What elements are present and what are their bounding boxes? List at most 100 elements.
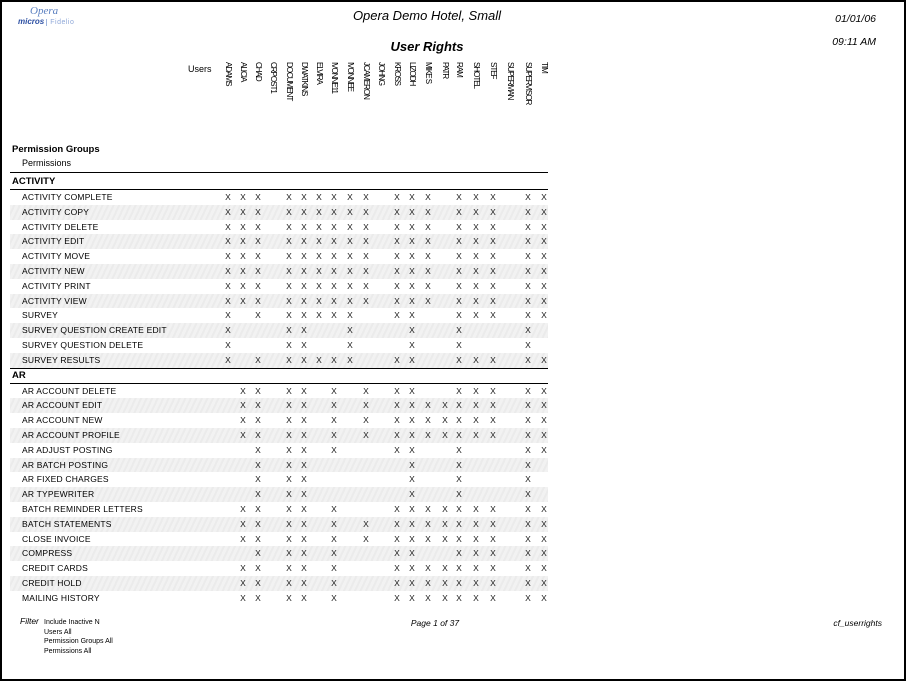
x-mark: X [442,415,448,426]
x-mark: X [456,489,462,500]
x-mark: X [490,400,496,411]
x-mark: X [286,385,292,396]
x-mark: X [442,563,448,574]
user-column-supervisor: SUPERVISOR [524,62,533,105]
x-mark: X [347,354,353,365]
x-mark: X [255,354,261,365]
x-mark: X [456,310,462,321]
x-mark: X [225,310,231,321]
x-mark: X [286,325,292,336]
x-mark: X [541,206,547,217]
x-mark: X [442,503,448,514]
x-mark: X [541,280,547,291]
x-mark: X [331,385,337,396]
permission-row-ar-adjust-posting: AR ADJUST POSTING X X X X X X X X X [10,443,548,458]
x-mark: X [525,192,531,202]
x-mark: X [473,221,479,232]
x-mark: X [240,221,246,232]
x-mark: X [301,503,307,514]
x-mark: X [316,354,322,365]
x-mark: X [301,295,307,306]
x-mark: X [456,236,462,247]
permission-label: MAILING HISTORY [22,592,100,603]
x-mark: X [240,563,246,574]
x-mark: X [331,221,337,232]
x-mark: X [541,236,547,247]
x-mark: X [255,548,261,559]
report-title: User Rights [390,39,464,54]
x-mark: X [363,518,369,529]
x-mark: X [394,280,400,291]
x-mark: X [541,265,547,276]
x-mark: X [409,459,415,470]
x-mark: X [541,592,547,603]
x-mark: X [409,474,415,485]
user-column-ivonne11: IVONNE11 [330,62,339,93]
x-mark: X [394,548,400,559]
x-mark: X [525,221,531,232]
permission-row-ar-account-edit: AR ACCOUNT EDIT X X X X X X X X X X X X X X X [10,398,548,414]
x-mark: X [347,265,353,276]
x-mark: X [409,206,415,217]
x-mark: X [490,354,496,365]
x-mark: X [255,444,261,455]
user-column-johng: JOHNG [377,62,386,85]
x-mark: X [394,221,400,232]
x-mark: X [490,429,496,440]
permission-label: ACTIVITY COMPLETE [22,192,113,202]
x-mark: X [541,563,547,574]
x-mark: X [301,221,307,232]
x-mark: X [301,518,307,529]
x-mark: X [394,236,400,247]
x-mark: X [286,236,292,247]
x-mark: X [409,192,415,202]
permission-label: SURVEY QUESTION CREATE EDIT [22,325,167,336]
x-mark: X [473,280,479,291]
x-mark: X [425,280,431,291]
x-mark: X [525,444,531,455]
x-mark: X [473,251,479,262]
permission-label: AR ADJUST POSTING [22,444,113,455]
permission-row-survey-question-delete: SURVEY QUESTION DELETE X X X X X X X [10,338,548,353]
x-mark: X [525,400,531,411]
filter-permissions: Permissions All [44,647,92,655]
x-mark: X [255,221,261,232]
x-mark: X [541,385,547,396]
x-mark: X [347,251,353,262]
x-mark: X [409,325,415,336]
user-column-dwatkins: DWATKINS [300,62,309,96]
x-mark: X [394,592,400,603]
permission-label: SURVEY [22,310,59,321]
x-mark: X [541,548,547,559]
x-mark: X [541,503,547,514]
x-mark: X [525,489,531,500]
x-mark: X [456,206,462,217]
permission-label: CREDIT HOLD [22,577,82,588]
micros-logo-text: micros [18,17,45,26]
x-mark: X [473,548,479,559]
x-mark: X [301,310,307,321]
permission-label: SURVEY RESULTS [22,354,101,365]
permission-label: AR ACCOUNT DELETE [22,385,117,396]
x-mark: X [286,503,292,514]
x-mark: X [240,265,246,276]
x-mark: X [541,354,547,365]
x-mark: X [456,251,462,262]
x-mark: X [363,400,369,411]
x-mark: X [240,400,246,411]
user-column-headers: ADAMS ALICIA CHAD CRPOST1 DOCUMENT DWATKINS EL… [10,62,555,144]
x-mark: X [240,577,246,588]
x-mark: X [347,339,353,350]
x-mark: X [409,592,415,603]
x-mark: X [255,295,261,306]
x-mark: X [456,518,462,529]
permission-row-ar-batch-posting: AR BATCH POSTING X X X X X X [10,457,548,473]
permission-label: ACTIVITY DELETE [22,221,99,232]
x-mark: X [240,251,246,262]
x-mark: X [331,444,337,455]
x-mark: X [394,192,400,202]
x-mark: X [286,518,292,529]
x-mark: X [525,339,531,350]
x-mark: X [286,474,292,485]
permission-row-credit-cards: CREDIT CARDS X X X X X X X X X X X X X X [10,561,548,576]
